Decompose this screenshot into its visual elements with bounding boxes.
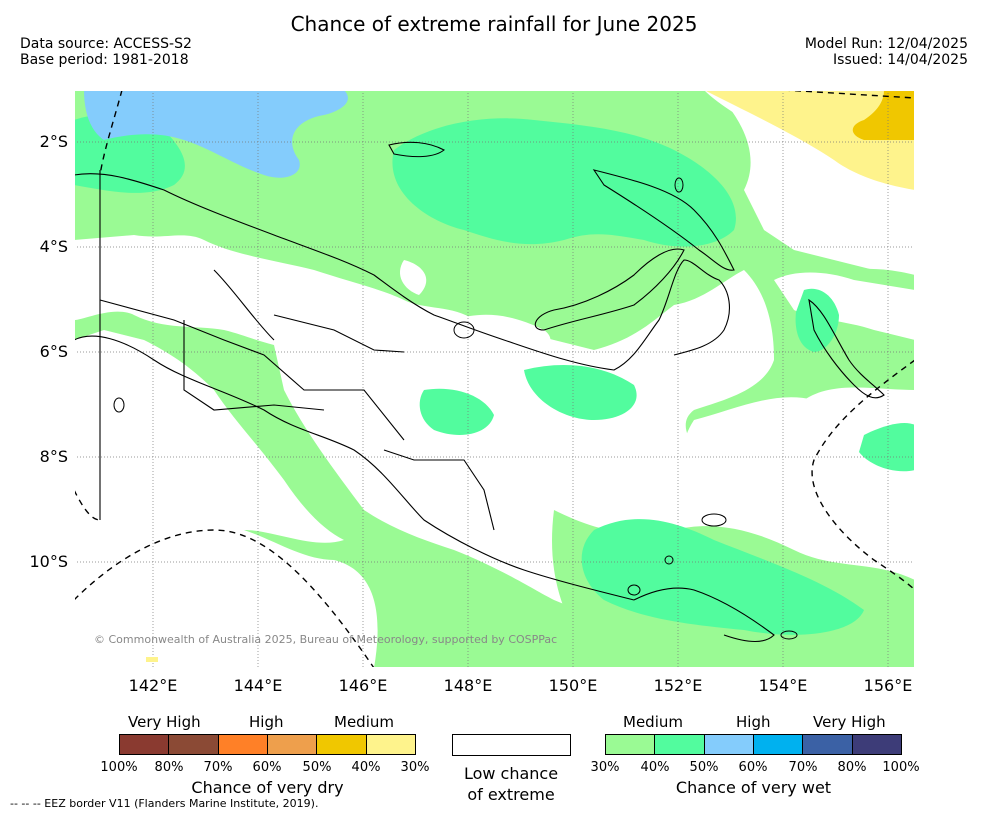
lon-tick-146e: 146°E bbox=[338, 676, 388, 695]
dry-40-50-northeast bbox=[852, 90, 915, 140]
wet-40-50-far-east bbox=[859, 423, 915, 472]
wet-50-60-northwest bbox=[84, 90, 348, 178]
dry-spot bbox=[146, 657, 158, 662]
dry-swatch-100-80 bbox=[120, 735, 170, 754]
dry-swatch-50-40 bbox=[317, 735, 367, 754]
dry-tick-60: 60% bbox=[252, 760, 282, 775]
dry-tick-100: 100% bbox=[100, 760, 138, 775]
lon-tick-142e: 142°E bbox=[128, 676, 178, 695]
low-chance-swatch bbox=[452, 734, 571, 756]
dry-tick-50: 50% bbox=[302, 760, 332, 775]
wet-cat-high: High bbox=[736, 713, 771, 731]
copyright-text: © Commonwealth of Australia 2025, Bureau… bbox=[94, 633, 558, 646]
dry-30-40-northeast bbox=[704, 90, 915, 190]
wet-40-50-center bbox=[524, 365, 637, 420]
rainfall-map bbox=[74, 90, 915, 668]
wet-swatch-30-40 bbox=[606, 735, 656, 754]
wet-cat-very-high: Very High bbox=[813, 713, 886, 731]
wet-tick-60: 60% bbox=[738, 760, 768, 775]
lat-tick-2s: 2°S bbox=[39, 132, 68, 151]
lat-tick-10s: 10°S bbox=[29, 552, 68, 571]
wet-tick-50: 50% bbox=[689, 760, 719, 775]
map-gridlines bbox=[74, 90, 915, 668]
wet-tick-30: 30% bbox=[590, 760, 620, 775]
low-chance-southwest bbox=[74, 522, 378, 668]
lon-tick-152e: 152°E bbox=[653, 676, 703, 695]
lat-tick-8s: 8°S bbox=[39, 447, 68, 466]
eez-borders bbox=[74, 90, 915, 668]
meta-left: Data source: ACCESS-S2 Base period: 1981… bbox=[20, 36, 192, 68]
data-source: Data source: ACCESS-S2 bbox=[20, 36, 192, 52]
wet-swatch-60-70 bbox=[753, 735, 804, 754]
wet-swatch-70-80 bbox=[803, 735, 853, 754]
low-chance-coast bbox=[399, 260, 427, 295]
low-chance-east bbox=[683, 397, 915, 545]
dry-cat-very-high: Very High bbox=[128, 713, 201, 731]
issued-date: Issued: 14/04/2025 bbox=[833, 52, 968, 68]
wet-swatch-40-50 bbox=[655, 735, 705, 754]
model-run: Model Run: 12/04/2025 bbox=[804, 36, 968, 52]
dry-tick-40: 40% bbox=[351, 760, 381, 775]
wet-40-50-mid bbox=[419, 388, 494, 435]
coastlines bbox=[74, 141, 885, 642]
dry-caption: Chance of very dry bbox=[191, 778, 344, 797]
dry-swatch-80-70 bbox=[169, 735, 219, 754]
base-period: Base period: 1981-2018 bbox=[20, 52, 189, 68]
wet-swatch-80-100 bbox=[852, 735, 901, 754]
low-chance-caption-2: of extreme bbox=[467, 785, 555, 804]
lon-tick-156e: 156°E bbox=[863, 676, 913, 695]
lon-tick-154e: 154°E bbox=[758, 676, 808, 695]
low-chance-mid-south bbox=[430, 451, 489, 497]
map-border bbox=[74, 90, 915, 668]
lat-tick-6s: 6°S bbox=[39, 342, 68, 361]
dry-cat-medium: Medium bbox=[334, 713, 394, 731]
dry-swatch-60-50 bbox=[267, 735, 318, 754]
dry-tick-70: 70% bbox=[203, 760, 233, 775]
wet-tick-70: 70% bbox=[788, 760, 818, 775]
map-title: Chance of extreme rainfall for June 2025 bbox=[290, 12, 698, 36]
lon-tick-150e: 150°E bbox=[548, 676, 598, 695]
dry-swatch-70-60 bbox=[218, 735, 268, 754]
dry-tick-80: 80% bbox=[154, 760, 184, 775]
wet-tick-40: 40% bbox=[640, 760, 670, 775]
wet-cat-medium: Medium bbox=[623, 713, 683, 731]
lat-tick-4s: 4°S bbox=[39, 237, 68, 256]
wet-caption: Chance of very wet bbox=[675, 778, 832, 797]
meta-right: Model Run: 12/04/2025 Issued: 14/04/2025 bbox=[805, 36, 968, 68]
wet-tick-80: 80% bbox=[837, 760, 867, 775]
wet-colorbar bbox=[605, 734, 902, 755]
dry-cat-high: High bbox=[249, 713, 284, 731]
islands bbox=[113, 177, 798, 640]
dry-colorbar bbox=[119, 734, 416, 755]
lon-tick-144e: 144°E bbox=[233, 676, 283, 695]
wet-40-50-east bbox=[795, 288, 839, 352]
lon-tick-148e: 148°E bbox=[443, 676, 493, 695]
wet-swatch-50-60 bbox=[704, 735, 754, 754]
eez-note: -- -- -- EEZ border V11 (Flanders Marine… bbox=[10, 797, 319, 810]
low-chance-center bbox=[453, 314, 551, 356]
low-chance-caption-1: Low chance bbox=[463, 764, 559, 783]
wet-tick-100: 100% bbox=[882, 760, 920, 775]
dry-swatch-40-30 bbox=[366, 735, 415, 754]
wet-40-50-south bbox=[581, 519, 864, 635]
dry-tick-30: 30% bbox=[400, 760, 430, 775]
